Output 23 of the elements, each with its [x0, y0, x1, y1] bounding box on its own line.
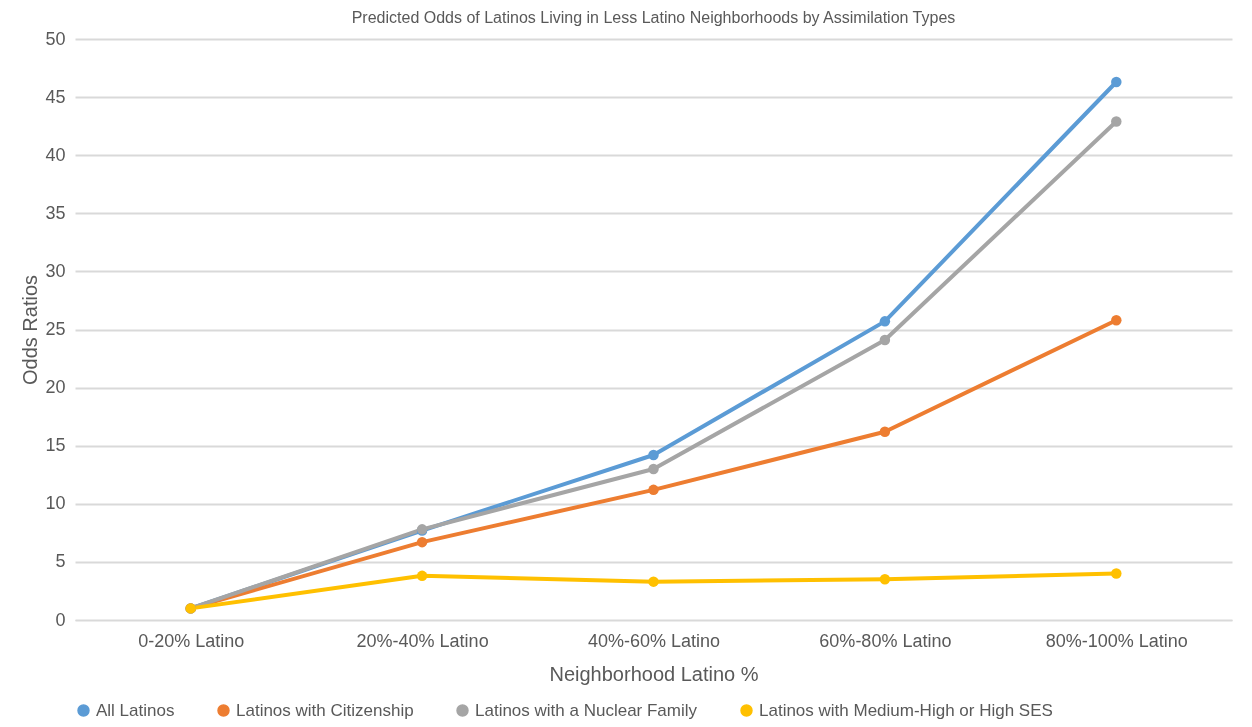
x-tick-label: 40%-60% Latino: [587, 630, 721, 651]
x-tick-label: 80%-100% Latino: [1045, 630, 1188, 651]
x-tick-label: 60%-80% Latino: [819, 630, 952, 651]
y-tick-label: 30: [45, 260, 66, 281]
y-tick-label: 15: [45, 435, 66, 456]
y-tick-label: 20: [45, 377, 66, 398]
y-tick-label: 40: [45, 144, 66, 165]
y-tick-label: 5: [55, 551, 66, 572]
legend-label: Latinos with Citizenship: [236, 700, 414, 720]
y-tick-label: 0: [55, 609, 66, 630]
legend-label: Latinos with a Nuclear Family: [475, 700, 698, 720]
y-axis-title: Odds Ratios: [19, 274, 42, 386]
x-tick-label: 20%-40% Latino: [356, 630, 489, 651]
x-axis-title: Neighborhood Latino %: [549, 662, 759, 685]
y-tick-label: 25: [45, 319, 66, 339]
y-tick-label: 10: [45, 493, 66, 514]
chart-title: Predicted Odds of Latinos Living in Less Latino Neighborhoods by Assimilation Types: [351, 9, 956, 26]
legend-label: Latinos with Medium-High or High SES: [759, 700, 1053, 720]
y-tick-label: 50: [45, 28, 66, 49]
y-tick-label: 35: [45, 202, 66, 223]
legend-label: All Latinos: [96, 700, 175, 720]
y-tick-label: 45: [45, 86, 66, 107]
x-tick-label: 0-20% Latino: [138, 630, 245, 651]
